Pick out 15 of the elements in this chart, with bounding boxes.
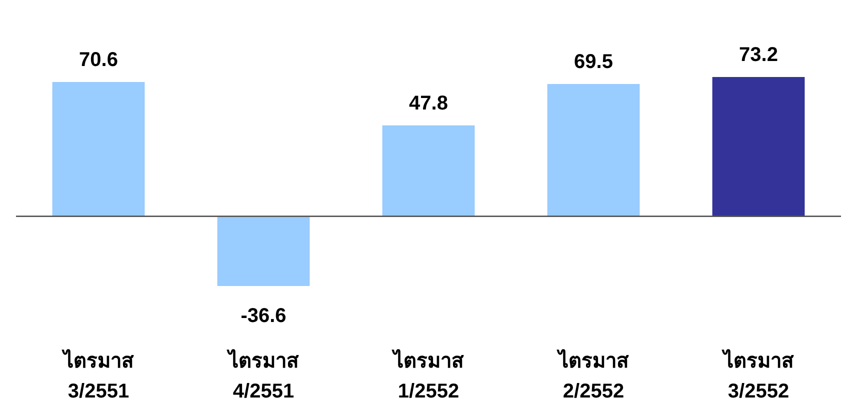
data-label: 73.2: [739, 44, 778, 66]
x-tick-label: ไตรมาส 3/2552: [722, 348, 794, 402]
x-tick-label: ไตรมาส 3/2551: [62, 348, 134, 402]
x-tick-label: ไตรมาส 1/2552: [392, 348, 464, 402]
data-label: -36.6: [240, 305, 286, 327]
data-label: 47.8: [409, 92, 448, 114]
x-tick-label: ไตรมาส 2/2552: [556, 348, 630, 402]
x-tick-label: ไตรมาส 4/2551: [226, 348, 300, 402]
data-label: 70.6: [79, 48, 118, 71]
data-label: 69.5: [574, 51, 613, 74]
bar: [217, 216, 310, 286]
bar: [712, 77, 805, 216]
bar: [547, 84, 640, 216]
bar: [382, 125, 475, 216]
bar: [52, 82, 145, 216]
